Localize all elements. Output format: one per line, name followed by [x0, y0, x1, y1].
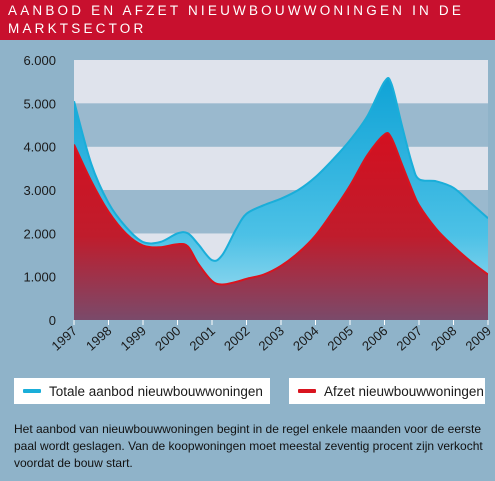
- footnote: Het aanbod van nieuwbouwwoningen begint …: [14, 422, 483, 470]
- y-tick-label: 1.000: [23, 270, 56, 285]
- data-lines: [74, 77, 488, 286]
- x-axis-ticks: 1997 1998 1999 2000 2001 2002 2003 2004 2005 2006…: [48, 320, 494, 354]
- legend-label-aanbod: Totale aanbod nieuwbouwwoningen: [49, 383, 263, 399]
- series-area-afzet: [74, 133, 488, 320]
- chart: 0 1.000 2.000 3.000 4.000 5.000 6.000 1997 1998…: [23, 53, 494, 354]
- x-tick-label: 2005: [324, 323, 356, 353]
- legend-item-afzet: Afzet nieuwbouwwoningen: [289, 378, 485, 404]
- legend-label-afzet: Afzet nieuwbouwwoningen: [324, 383, 484, 399]
- x-tick-label: 1998: [83, 323, 115, 353]
- legend-item-aanbod: Totale aanbod nieuwbouwwoningen: [14, 378, 270, 404]
- y-tick-label: 5.000: [23, 96, 56, 111]
- chart-title-line-2: MARKTSECTOR: [8, 21, 147, 36]
- x-tick-label: 2004: [290, 323, 322, 353]
- x-tick-label: 2008: [428, 323, 460, 353]
- x-tick-label: 2001: [186, 323, 218, 353]
- y-tick-label: 3.000: [23, 183, 56, 198]
- y-axis-ticks: 0 1.000 2.000 3.000 4.000 5.000 6.000: [23, 53, 56, 328]
- y-tick-label: 0: [49, 313, 56, 328]
- legend-swatch-afzet: [298, 389, 316, 393]
- grid-band: [74, 103, 488, 147]
- legend-swatch-aanbod: [23, 389, 41, 393]
- series-line-aanbod: [74, 77, 488, 262]
- x-tick-label: 2003: [255, 323, 287, 353]
- y-tick-label: 4.000: [23, 140, 56, 155]
- series-line-afzet: [74, 132, 488, 286]
- y-tick-label: 6.000: [23, 53, 56, 68]
- x-tick-label: 1999: [117, 323, 149, 353]
- x-tick-label: 2002: [221, 323, 253, 353]
- grid-band: [74, 60, 488, 104]
- chart-title-line-1: AANBOD EN AFZET NIEUWBOUWWONINGEN IN DE: [8, 3, 465, 18]
- x-tick-label: 2000: [152, 323, 184, 353]
- x-tick-label: 2009: [462, 323, 494, 353]
- y-tick-label: 2.000: [23, 226, 56, 241]
- x-tick-label: 2007: [393, 323, 425, 353]
- title-bar: AANBOD EN AFZET NIEUWBOUWWONINGEN IN DE …: [0, 0, 495, 40]
- x-tick-label: 2006: [359, 323, 391, 353]
